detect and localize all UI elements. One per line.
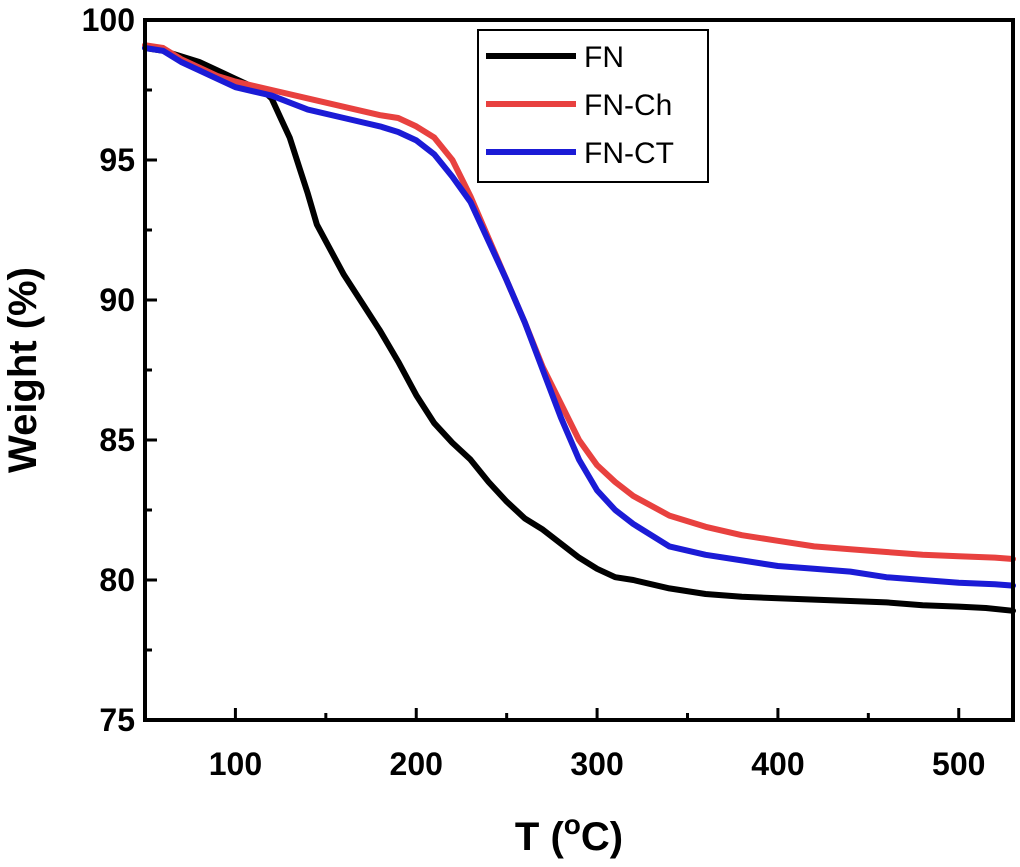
legend: FN FN-Ch FN-CT [477,29,709,183]
y-axis-title: Weight (%) [1,267,45,473]
legend-label-fn: FN [584,41,624,74]
y-tick-label: 80 [99,562,135,598]
legend-label-fn-ct: FN-CT [584,137,674,170]
x-axis-title-main: T ( [515,815,565,859]
x-tick-label: 400 [751,746,804,782]
y-tick-label: 75 [99,702,135,738]
x-axis-title-sup: o [564,809,581,840]
x-tick-label: 500 [932,746,985,782]
series-layer [142,42,1016,614]
y-tick-label: 95 [99,142,135,178]
x-axis-title: T (oC) [515,809,623,859]
x-tick-label: 300 [570,746,623,782]
x-tick-label: 100 [209,746,262,782]
y-tick-label: 90 [99,282,135,318]
y-tick-label: 100 [82,2,135,38]
ticks-layer: 100 200 300 400 500 75 80 85 90 95 100 [82,2,986,782]
legend-label-fn-ch: FN-Ch [584,89,672,122]
y-tick-label: 85 [99,422,135,458]
x-tick-label: 200 [390,746,443,782]
x-axis-title-end: C) [581,815,623,859]
series-line-fn-ct [142,45,1016,589]
